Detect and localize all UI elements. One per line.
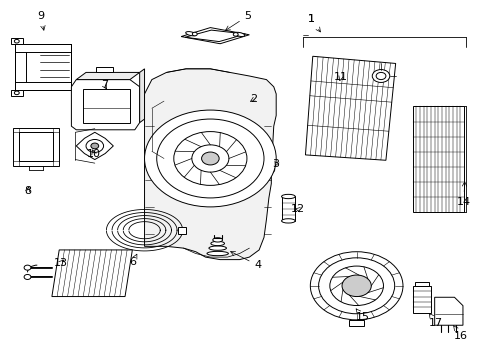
Polygon shape xyxy=(305,56,395,160)
Bar xyxy=(13,128,59,166)
Circle shape xyxy=(173,132,246,185)
Bar xyxy=(15,44,71,51)
Ellipse shape xyxy=(185,32,196,36)
Text: 17: 17 xyxy=(428,313,442,328)
Circle shape xyxy=(14,40,19,43)
Circle shape xyxy=(14,91,19,95)
Text: 8: 8 xyxy=(24,186,31,196)
Circle shape xyxy=(24,265,31,270)
Circle shape xyxy=(24,274,31,279)
Polygon shape xyxy=(144,69,276,260)
Bar xyxy=(19,132,53,161)
Circle shape xyxy=(191,145,228,172)
Text: 11: 11 xyxy=(333,72,347,82)
Circle shape xyxy=(310,252,402,320)
Text: 14: 14 xyxy=(456,182,470,207)
Polygon shape xyxy=(76,132,113,159)
Circle shape xyxy=(157,119,264,198)
Circle shape xyxy=(318,258,394,314)
Ellipse shape xyxy=(208,246,226,250)
Circle shape xyxy=(233,33,238,36)
Circle shape xyxy=(371,69,389,82)
Bar xyxy=(96,67,113,72)
Circle shape xyxy=(86,139,103,152)
Ellipse shape xyxy=(210,241,224,246)
Bar xyxy=(412,286,430,313)
Polygon shape xyxy=(71,80,140,130)
Polygon shape xyxy=(76,72,140,80)
Text: 2: 2 xyxy=(250,94,257,104)
Text: 7: 7 xyxy=(101,80,107,90)
Ellipse shape xyxy=(212,238,222,242)
Text: 15: 15 xyxy=(355,309,369,322)
Polygon shape xyxy=(52,250,132,297)
Circle shape xyxy=(263,166,271,172)
Polygon shape xyxy=(181,28,249,44)
Text: 4: 4 xyxy=(230,252,261,270)
Circle shape xyxy=(201,152,219,165)
Text: 6: 6 xyxy=(129,254,137,267)
Polygon shape xyxy=(11,90,22,96)
Circle shape xyxy=(375,72,385,80)
Text: 13: 13 xyxy=(53,258,67,268)
Circle shape xyxy=(329,266,383,306)
Bar xyxy=(82,89,130,123)
Polygon shape xyxy=(15,44,71,90)
Bar xyxy=(15,82,71,90)
Circle shape xyxy=(192,32,197,36)
Circle shape xyxy=(144,110,276,207)
Ellipse shape xyxy=(206,251,228,256)
Text: 12: 12 xyxy=(291,204,305,215)
Circle shape xyxy=(232,95,249,108)
Circle shape xyxy=(260,164,274,175)
Polygon shape xyxy=(140,69,144,123)
Text: 1: 1 xyxy=(307,14,320,32)
Bar xyxy=(348,320,363,326)
Polygon shape xyxy=(412,107,463,212)
Text: 3: 3 xyxy=(272,159,279,169)
Ellipse shape xyxy=(281,194,295,199)
Ellipse shape xyxy=(281,219,295,223)
Circle shape xyxy=(91,143,99,149)
Text: 9: 9 xyxy=(37,11,45,30)
Circle shape xyxy=(341,275,370,297)
Bar xyxy=(15,44,26,90)
Bar xyxy=(281,197,295,221)
Text: 16: 16 xyxy=(453,326,467,341)
Polygon shape xyxy=(11,39,22,44)
Bar xyxy=(414,282,428,286)
Text: 10: 10 xyxy=(87,149,101,159)
Text: 1: 1 xyxy=(307,14,314,24)
Ellipse shape xyxy=(234,32,244,36)
Text: 5: 5 xyxy=(225,11,251,30)
Bar xyxy=(177,226,186,234)
Polygon shape xyxy=(434,297,462,325)
